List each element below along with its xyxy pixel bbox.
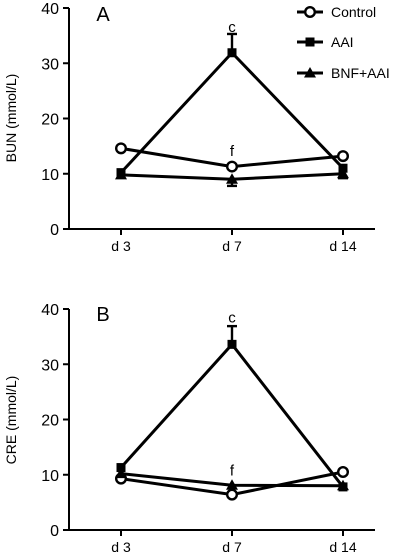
y-tick-label: 20 <box>41 112 59 129</box>
y-tick-label: 20 <box>41 413 59 430</box>
y-tick-label: 0 <box>50 523 59 540</box>
data-point <box>226 479 238 490</box>
y-tick-label: 10 <box>41 468 59 485</box>
panel-b: 0 10 20 30 40 d 3 d 7 d 14 CRE (mmol/L) B c f <box>3 302 375 555</box>
y-tick-label: 30 <box>41 357 59 374</box>
y-tick-label: 40 <box>41 302 59 319</box>
y-tick-label: 10 <box>41 167 59 184</box>
data-point <box>115 168 127 180</box>
annotation-label: c <box>228 19 236 36</box>
x-tick-label: d 14 <box>329 238 356 254</box>
legend-marker <box>304 67 316 78</box>
panel-letter: A <box>96 4 110 26</box>
data-point <box>115 467 127 479</box>
legend-label: Control <box>331 4 376 20</box>
data-point <box>226 173 238 184</box>
x-tick-label: d 7 <box>222 238 242 254</box>
y-tick-label: 40 <box>41 1 59 18</box>
legend-label: BNF+AAI <box>331 65 390 81</box>
x-tick-label: d 14 <box>329 539 356 555</box>
y-tick-label: 30 <box>41 56 59 73</box>
y-axis-title: BUN (mmol/L) <box>3 74 19 163</box>
x-tick-label: d 3 <box>111 539 131 555</box>
data-point <box>337 479 349 491</box>
data-point <box>227 48 237 58</box>
data-point <box>337 465 350 478</box>
data-point <box>337 167 349 179</box>
data-point <box>227 339 237 349</box>
annotation-label: f <box>230 143 235 160</box>
y-tick-label: 0 <box>50 222 59 239</box>
series-bnf-aai <box>115 467 349 491</box>
legend: Control AAI BNF+AAI <box>297 4 390 81</box>
x-tick-label: d 3 <box>111 238 131 254</box>
panel-letter: B <box>96 304 109 326</box>
data-point <box>116 463 126 473</box>
series-control <box>114 142 350 173</box>
legend-marker <box>304 5 317 19</box>
legend-marker <box>305 37 315 47</box>
panel-a: 0 10 20 30 40 d 3 d 7 d 14 BUN (mmol/L) Ac f Contro… <box>3 1 390 254</box>
data-point <box>114 142 127 155</box>
data-point <box>225 488 238 501</box>
series-bnf-aai <box>115 167 349 188</box>
data-point <box>337 150 350 163</box>
x-tick-label: d 7 <box>222 539 242 555</box>
data-point <box>225 160 238 173</box>
annotation-label: f <box>230 462 235 479</box>
legend-label: AAI <box>331 34 354 50</box>
annotation-label: c <box>228 309 236 326</box>
y-axis-title: CRE (mmol/L) <box>3 376 19 465</box>
